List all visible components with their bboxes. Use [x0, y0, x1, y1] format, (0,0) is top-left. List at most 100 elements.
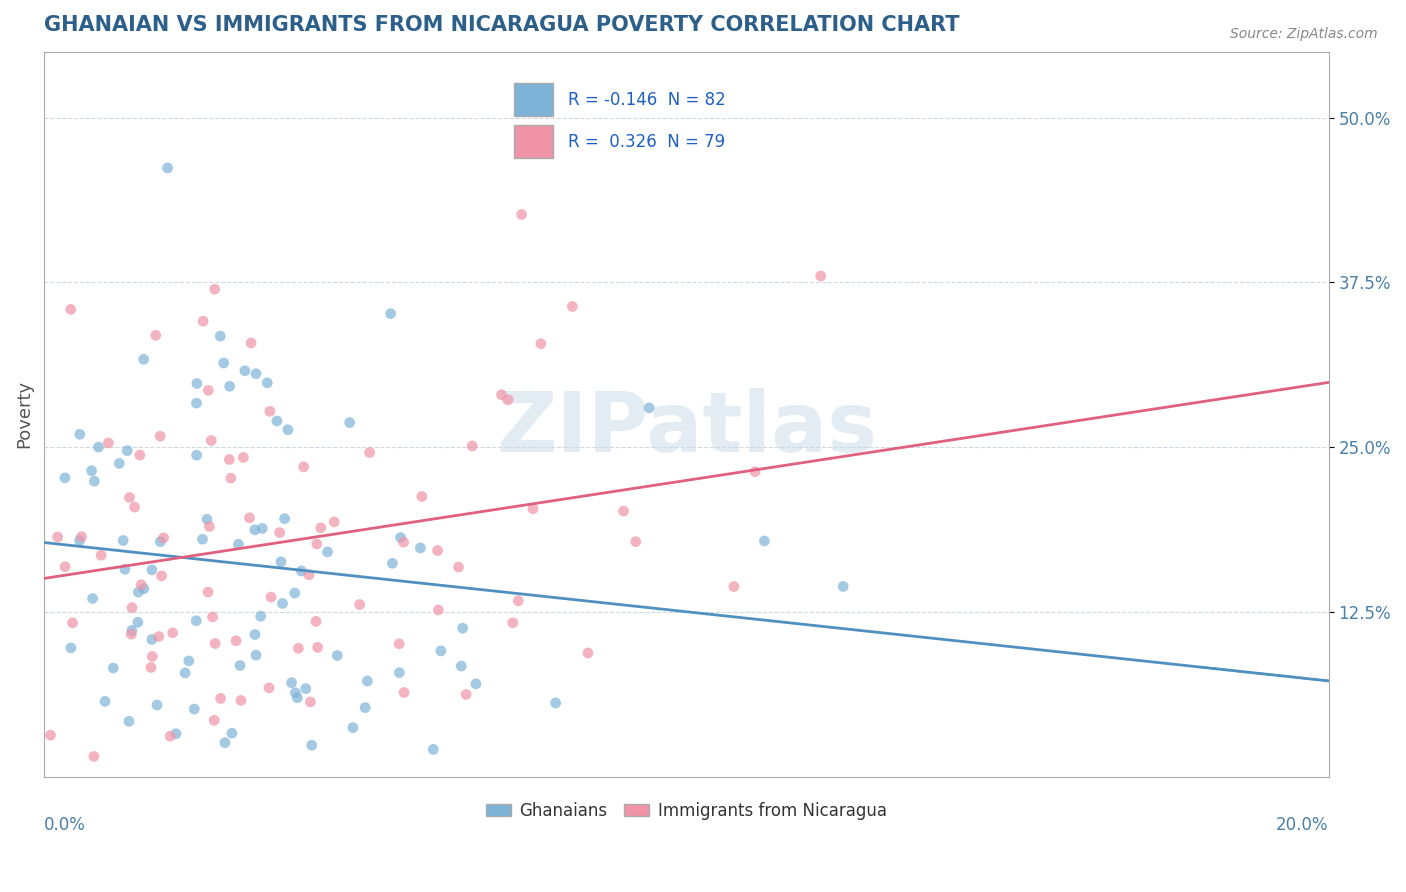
Point — [430, 644, 453, 658]
Y-axis label: Poverty: Poverty — [15, 380, 32, 449]
Point — [118, 491, 141, 505]
Point — [744, 465, 766, 479]
Point — [294, 681, 316, 696]
Point — [260, 590, 283, 604]
Point — [225, 633, 247, 648]
Point — [97, 436, 120, 450]
Point — [411, 490, 433, 504]
Point — [273, 511, 295, 525]
Point — [87, 440, 110, 454]
Point — [292, 459, 315, 474]
Point — [309, 521, 332, 535]
Point — [388, 665, 411, 680]
Point — [195, 512, 218, 526]
Point — [115, 443, 138, 458]
Point — [496, 392, 519, 407]
Point — [129, 578, 152, 592]
Point — [233, 364, 256, 378]
Text: 0.0%: 0.0% — [44, 816, 86, 835]
Text: Source: ZipAtlas.com: Source: ZipAtlas.com — [1230, 27, 1378, 41]
Point — [69, 533, 91, 548]
Point — [356, 674, 378, 689]
Point — [544, 696, 567, 710]
Point — [245, 648, 267, 662]
Point — [249, 609, 271, 624]
Point — [218, 452, 240, 467]
Point — [39, 728, 62, 742]
Point — [305, 615, 328, 629]
Point — [83, 749, 105, 764]
Point — [150, 569, 173, 583]
Point — [229, 658, 252, 673]
Point — [349, 598, 371, 612]
Point — [422, 742, 444, 756]
Point — [69, 427, 91, 442]
Point — [139, 660, 162, 674]
Point — [121, 624, 143, 638]
Point — [447, 560, 470, 574]
Point — [624, 534, 647, 549]
Point — [243, 523, 266, 537]
Point — [266, 414, 288, 428]
Point — [212, 356, 235, 370]
Point — [209, 691, 232, 706]
Point — [221, 726, 243, 740]
Point — [228, 537, 250, 551]
Point — [62, 615, 84, 630]
Point — [80, 464, 103, 478]
Point — [141, 563, 163, 577]
Point — [323, 515, 346, 529]
Point — [159, 729, 181, 743]
Point — [285, 690, 308, 705]
Point — [214, 736, 236, 750]
Point — [359, 445, 381, 459]
Point — [339, 416, 361, 430]
Point — [284, 586, 307, 600]
Point — [301, 738, 323, 752]
Point — [112, 533, 135, 548]
Point — [145, 328, 167, 343]
Point — [508, 593, 530, 607]
Point — [121, 600, 143, 615]
Point — [464, 677, 486, 691]
Point — [148, 630, 170, 644]
Point — [83, 474, 105, 488]
Point — [450, 659, 472, 673]
Point — [723, 580, 745, 594]
Point — [141, 632, 163, 647]
Point — [284, 686, 307, 700]
Point — [183, 702, 205, 716]
Point — [522, 501, 544, 516]
Point — [202, 713, 225, 727]
Text: 20.0%: 20.0% — [1277, 816, 1329, 835]
Point — [510, 207, 533, 221]
Point — [426, 543, 449, 558]
Point — [299, 695, 322, 709]
Point — [53, 559, 76, 574]
Point — [409, 541, 432, 555]
Point — [191, 533, 214, 547]
Point — [141, 649, 163, 664]
Point — [186, 448, 208, 462]
Point — [280, 675, 302, 690]
Point — [287, 641, 309, 656]
Point — [305, 537, 328, 551]
Point — [197, 585, 219, 599]
Point — [70, 530, 93, 544]
Point — [461, 439, 484, 453]
Point — [240, 336, 263, 351]
Point — [90, 548, 112, 562]
Point — [326, 648, 349, 663]
Point — [290, 564, 312, 578]
Point — [307, 640, 329, 655]
Point — [108, 457, 131, 471]
Point — [59, 640, 82, 655]
Point — [257, 681, 280, 695]
Point — [200, 434, 222, 448]
Point — [124, 500, 146, 514]
Point — [174, 665, 197, 680]
Point — [250, 521, 273, 535]
Point — [530, 336, 553, 351]
Point — [204, 636, 226, 650]
Point — [120, 627, 142, 641]
